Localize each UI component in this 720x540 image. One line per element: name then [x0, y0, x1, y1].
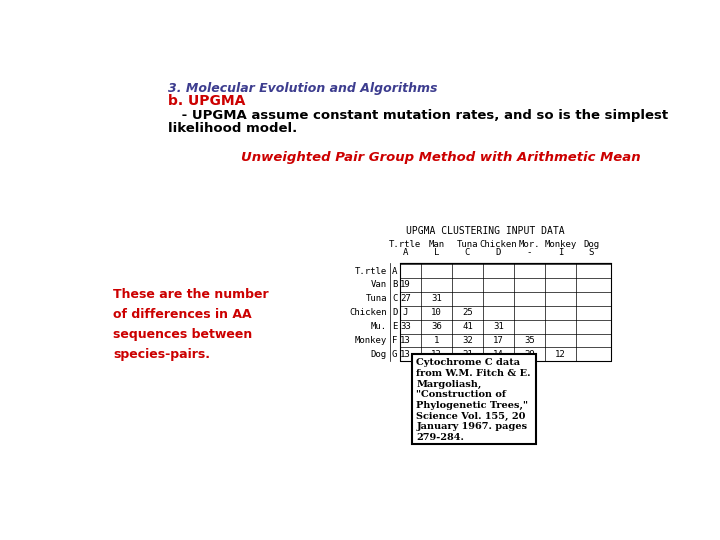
Text: Van: Van: [371, 280, 387, 289]
Text: -: -: [527, 248, 532, 257]
Text: 12: 12: [555, 350, 566, 359]
Text: Chicken: Chicken: [349, 308, 387, 317]
Text: 27: 27: [400, 294, 411, 303]
Text: b. UPGMA: b. UPGMA: [168, 94, 245, 108]
Text: Mor.: Mor.: [518, 240, 540, 248]
Text: B: B: [392, 280, 397, 289]
Text: 29: 29: [524, 350, 535, 359]
Text: 31: 31: [493, 322, 504, 331]
Text: January 1967. pages: January 1967. pages: [416, 422, 528, 431]
Text: T.rtle: T.rtle: [390, 240, 421, 248]
Text: Unweighted Pair Group Method with Arithmetic Mean: Unweighted Pair Group Method with Arithm…: [241, 151, 641, 164]
Text: 13: 13: [400, 336, 411, 345]
Text: F: F: [392, 336, 397, 345]
Text: 17: 17: [493, 336, 504, 345]
Text: 279-284.: 279-284.: [416, 433, 464, 442]
Text: L: L: [433, 248, 439, 257]
Text: Monkey: Monkey: [544, 240, 577, 248]
Text: 21: 21: [462, 350, 473, 359]
Text: A: A: [392, 267, 397, 275]
Text: 41: 41: [462, 322, 473, 331]
Text: 3. Molecular Evolution and Algorithms: 3. Molecular Evolution and Algorithms: [168, 82, 437, 94]
Text: Man: Man: [428, 240, 444, 248]
Text: S: S: [589, 248, 594, 257]
Text: UPGMA CLUSTERING INPUT DATA: UPGMA CLUSTERING INPUT DATA: [406, 226, 564, 237]
Text: 35: 35: [524, 336, 535, 345]
Text: Phylogenetic Trees,": Phylogenetic Trees,": [416, 401, 528, 410]
Text: "Construction of: "Construction of: [416, 390, 506, 399]
Text: likelihood model.: likelihood model.: [168, 122, 297, 135]
Text: 13: 13: [400, 350, 411, 359]
Text: 10: 10: [431, 308, 442, 317]
Text: Dog: Dog: [583, 240, 600, 248]
Text: - UPGMA assume constant mutation rates, and so is the simplest: - UPGMA assume constant mutation rates, …: [177, 110, 668, 123]
Text: C: C: [392, 294, 397, 303]
Text: Chicken: Chicken: [480, 240, 517, 248]
Bar: [400, 262, 611, 361]
Text: Margoliash,: Margoliash,: [416, 380, 482, 389]
Text: D: D: [496, 248, 501, 257]
Text: Tuna: Tuna: [456, 240, 478, 248]
Text: 19: 19: [400, 280, 411, 289]
Text: J: J: [402, 308, 408, 317]
Text: Cytochrome C data: Cytochrome C data: [416, 358, 521, 367]
Text: 31: 31: [431, 294, 442, 303]
Text: 13: 13: [431, 350, 442, 359]
Text: 25: 25: [462, 308, 473, 317]
Text: Science Vol. 155, 20: Science Vol. 155, 20: [416, 411, 526, 421]
Text: 32: 32: [462, 336, 473, 345]
Text: G: G: [392, 350, 397, 359]
Text: 1: 1: [433, 336, 439, 345]
Text: Mu.: Mu.: [371, 322, 387, 331]
Text: 36: 36: [431, 322, 442, 331]
Text: 14: 14: [493, 350, 504, 359]
Text: E: E: [392, 322, 397, 331]
Text: Dog: Dog: [371, 350, 387, 359]
Text: Monkey: Monkey: [354, 336, 387, 345]
Text: I: I: [558, 248, 563, 257]
Text: C: C: [464, 248, 470, 257]
Text: T.rtle: T.rtle: [354, 267, 387, 275]
Text: Tuna: Tuna: [365, 294, 387, 303]
Text: These are the number
of differences in AA
sequences between
species-pairs.: These are the number of differences in A…: [113, 288, 269, 361]
Text: from W.M. Fitch & E.: from W.M. Fitch & E.: [416, 369, 531, 378]
Text: A: A: [402, 248, 408, 257]
FancyBboxPatch shape: [412, 354, 536, 444]
Text: 33: 33: [400, 322, 411, 331]
Text: D: D: [392, 308, 397, 317]
